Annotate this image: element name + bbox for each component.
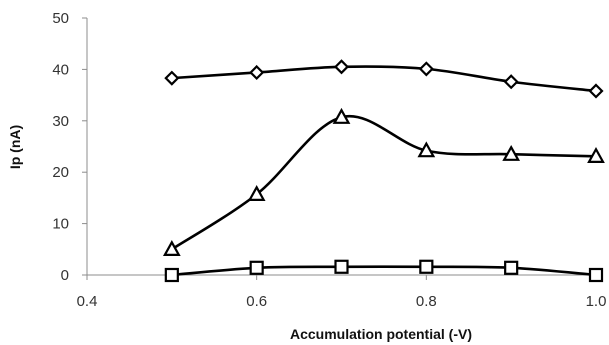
diamond-marker [333,59,350,75]
square-marker [249,260,264,275]
square-marker [164,267,179,283]
triangle-marker [502,144,521,161]
x-axis-title: Accumulation potential (-V) [290,326,472,342]
y-tick-label: 10 [52,216,69,233]
triangle-marker [247,185,266,202]
series-diamond [164,59,604,99]
x-tick-label: 0.8 [416,293,437,310]
triangle-marker [417,141,436,158]
series [162,59,605,283]
square-marker [419,259,434,274]
x-tick-label: 0.4 [77,293,98,310]
series-line-diamond [171,65,597,93]
series-line-triangle [171,114,597,251]
square-marker [334,259,349,274]
square-marker [504,260,519,275]
y-tick-label: 0 [61,267,69,284]
y-axis-title: Ip (nA) [7,125,23,169]
square-marker [588,267,604,283]
series-triangle [162,107,605,256]
diamond-marker [164,70,180,86]
diamond-marker [588,83,604,99]
triangle-marker [162,240,181,256]
y-tick-label: 50 [52,10,69,27]
triangle-marker [332,107,351,124]
y-tick-label: 40 [52,61,69,78]
x-tick-label: 0.6 [246,293,267,310]
diamond-marker [503,74,519,90]
series-line-square [171,265,597,277]
triangle-marker [587,147,605,163]
diamond-marker [418,61,434,77]
diamond-marker [249,64,265,81]
y-tick-label: 20 [52,164,69,181]
tick-labels: 0 10 20 30 40 50 0.4 0.6 0.8 1.0 [52,10,606,310]
x-tick-label: 1.0 [586,293,607,310]
series-square [164,259,604,283]
axes [82,17,597,280]
y-tick-label: 30 [52,113,69,130]
